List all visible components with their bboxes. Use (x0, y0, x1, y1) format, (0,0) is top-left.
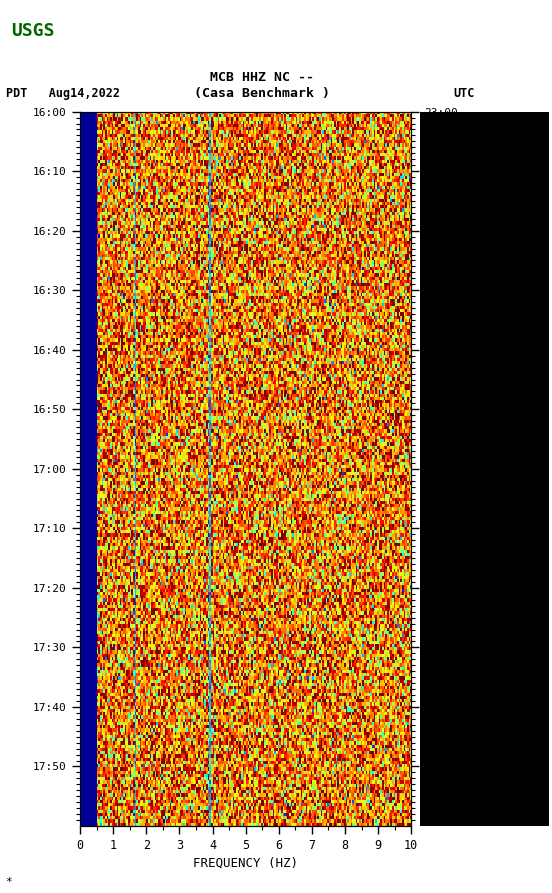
Text: PDT   Aug14,2022: PDT Aug14,2022 (6, 88, 120, 100)
Text: (Casa Benchmark ): (Casa Benchmark ) (194, 88, 330, 100)
Text: *: * (6, 877, 12, 888)
X-axis label: FREQUENCY (HZ): FREQUENCY (HZ) (193, 856, 298, 870)
Text: USGS: USGS (11, 22, 55, 40)
Text: UTC: UTC (453, 88, 474, 100)
Text: MCB HHZ NC --: MCB HHZ NC -- (210, 71, 314, 84)
